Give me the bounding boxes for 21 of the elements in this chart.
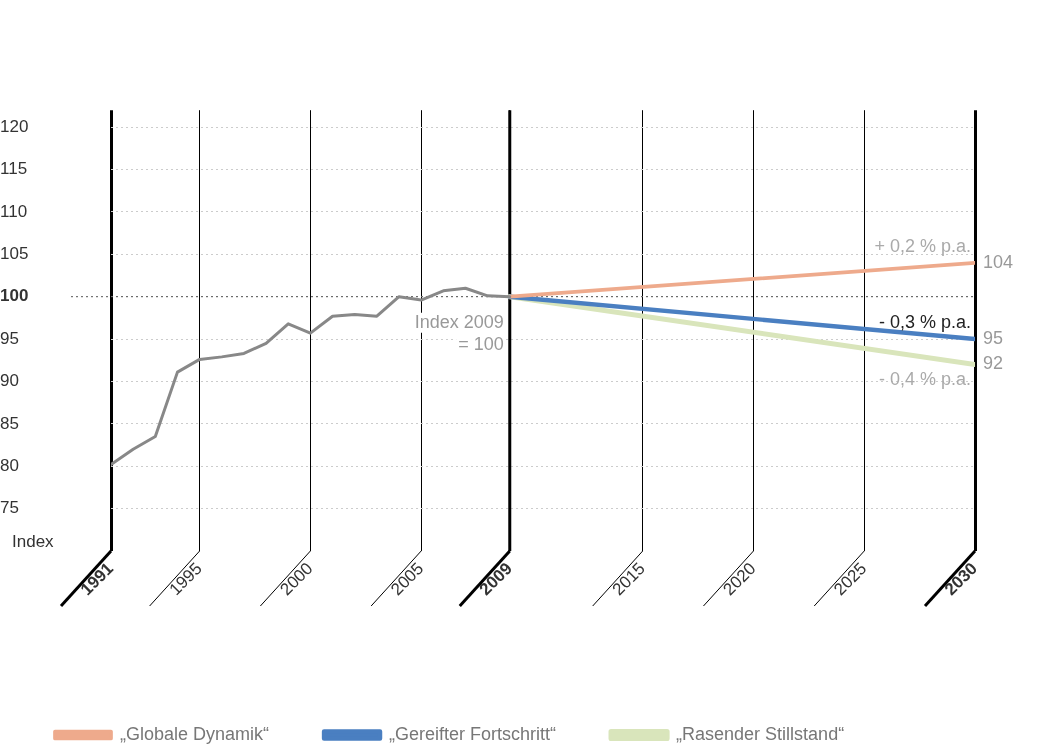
data-label: 104 [983, 251, 1014, 272]
y-tick-label: 120 [0, 116, 29, 136]
y-tick-label: 75 [0, 498, 19, 518]
annotation: - 0,4 % p.a. [878, 369, 971, 390]
y-tick-label: 95 [0, 328, 19, 348]
y-tick-label: 80 [0, 455, 19, 475]
y-axis-title: Index [12, 532, 55, 552]
data-label: 95 [983, 328, 1004, 349]
y-tick-label: 90 [0, 371, 19, 391]
y-tick-label: 110 [0, 201, 28, 221]
annotation: - 0,3 % p.a. [878, 312, 971, 333]
legend-label: „Globale Dynamik“ [120, 723, 270, 744]
annotation: + 0,2 % p.a. [874, 235, 971, 256]
ref-line-label: Index 2009 = 100 [414, 311, 504, 354]
legend-label: „Gereifter Fortschritt“ [389, 723, 557, 744]
data-label: 92 [983, 353, 1004, 374]
y-tick-label: 100 [0, 286, 29, 306]
y-tick-label: 85 [0, 413, 19, 433]
y-tick-label: 105 [0, 244, 29, 263]
y-tick-label: 115 [0, 159, 28, 179]
legend-label: „Rasender Stillstand“ [676, 723, 845, 744]
